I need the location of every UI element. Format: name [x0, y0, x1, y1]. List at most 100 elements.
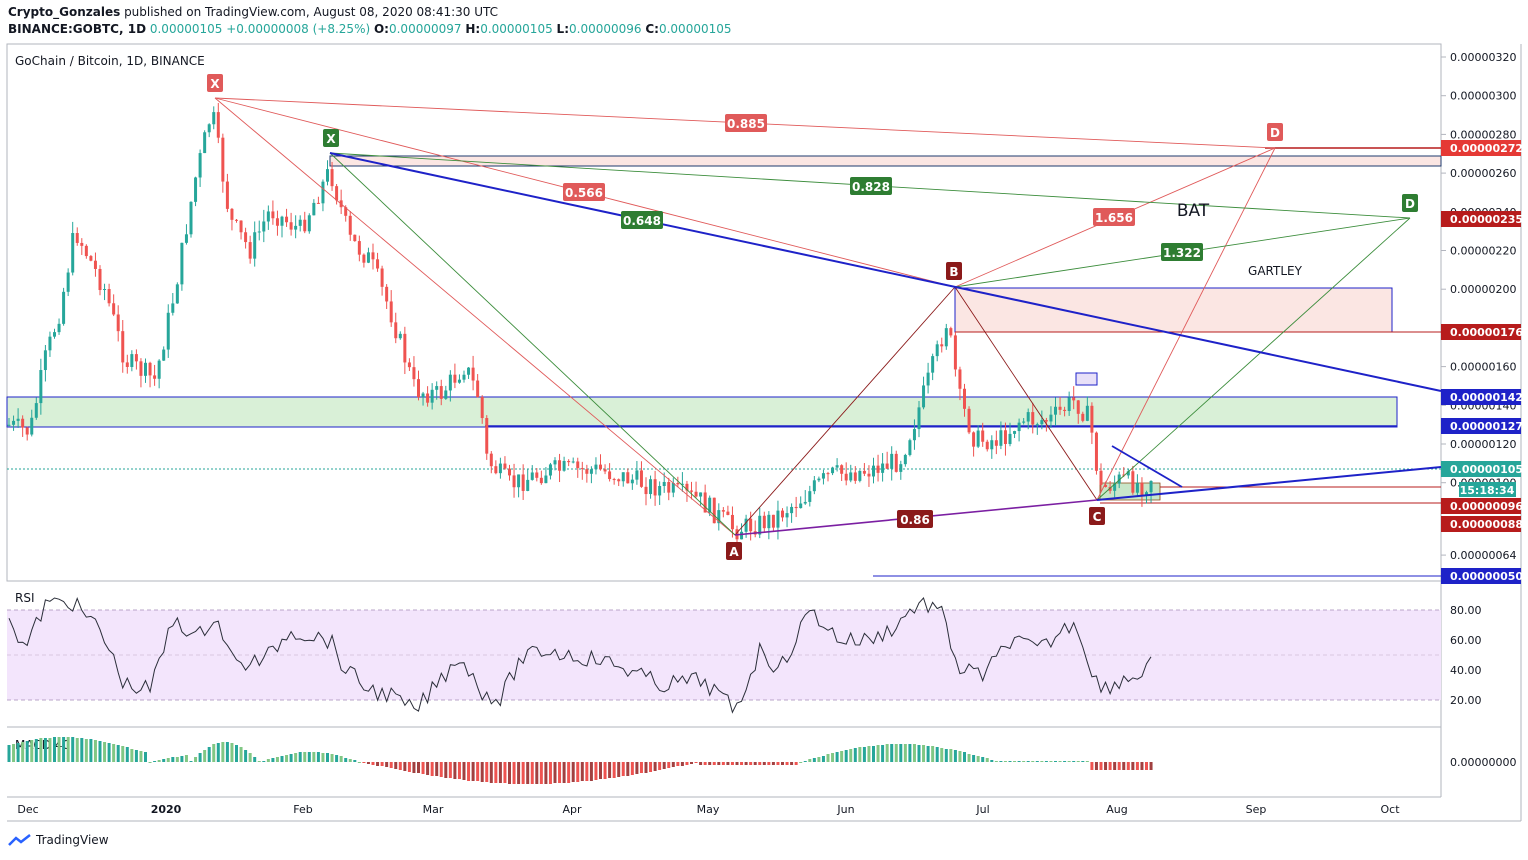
candle-body: [316, 202, 320, 204]
price-level-badge: [1441, 516, 1521, 532]
macd-bar: [316, 752, 320, 762]
macd-bar: [758, 762, 762, 765]
candle-body: [476, 380, 480, 398]
candle-body: [498, 463, 502, 474]
candle-body: [890, 453, 894, 469]
macd-bar: [1017, 761, 1021, 762]
low-value: 0.00000096: [569, 22, 642, 36]
macd-bar: [730, 762, 734, 765]
x-tick-label: Dec: [17, 803, 38, 816]
macd-bar: [403, 762, 407, 771]
macd-bar: [662, 762, 666, 769]
x-tick-label: Aug: [1106, 803, 1127, 816]
candle-body: [389, 301, 393, 323]
candle-body: [790, 506, 794, 514]
ratio-1322: [1161, 243, 1203, 261]
rsi-line: [8, 596, 1152, 714]
macd-bar: [985, 758, 989, 762]
candle-body: [248, 242, 252, 259]
macd-bar: [376, 762, 380, 766]
macd-bar: [448, 762, 452, 778]
y-tick-label: 0.00000220: [1450, 245, 1516, 258]
candle-body: [348, 215, 352, 235]
macd-bar: [790, 762, 794, 765]
candle-body: [1094, 432, 1098, 471]
candle-body: [417, 379, 420, 398]
price-level-label: 0.00000235: [1450, 213, 1523, 226]
candle-body: [25, 427, 29, 435]
candle-body: [1008, 433, 1012, 445]
candle-body: [558, 460, 562, 471]
label-c: C: [1093, 510, 1102, 524]
macd-bar: [198, 753, 202, 762]
candle-body: [16, 418, 20, 421]
macd-bar: [508, 762, 511, 784]
candle-body: [7, 424, 11, 426]
candle-body: [922, 385, 926, 408]
candle-body: [426, 393, 430, 403]
macd-bar: [694, 762, 698, 763]
candle-body: [1044, 420, 1048, 422]
last-price: 0.00000105: [149, 22, 223, 36]
candle-body: [571, 461, 575, 463]
candle-body: [457, 379, 461, 383]
macd-bar: [503, 762, 507, 783]
candle-body: [512, 475, 516, 488]
ratio-086: [897, 510, 933, 528]
candle-body: [721, 510, 725, 512]
author-name[interactable]: Crypto_Gonzales: [8, 5, 121, 19]
macd-bar: [326, 753, 329, 762]
candle-body: [881, 463, 885, 473]
candle-body: [262, 221, 266, 232]
macd-bar: [1035, 761, 1039, 762]
candle-body: [471, 367, 475, 381]
macd-bar: [749, 762, 753, 765]
rsi-tick-label: 40.00: [1450, 664, 1482, 677]
candle-body: [221, 137, 225, 182]
candle-body: [1063, 409, 1067, 412]
candle-body: [1081, 413, 1085, 421]
macd-bar: [785, 762, 789, 765]
macd-bar: [266, 759, 270, 762]
macd-bar: [576, 762, 580, 782]
candle-body: [831, 467, 835, 474]
macd-bar: [821, 756, 825, 762]
candle-body: [212, 112, 216, 125]
macd-bar: [621, 762, 625, 776]
macd-bar: [535, 762, 539, 784]
candle-body: [662, 482, 666, 487]
candle-body: [508, 468, 511, 476]
ratio-0566: 0.566: [565, 186, 603, 200]
macd-bar: [34, 739, 38, 762]
candle-body: [999, 430, 1003, 446]
candle-body: [949, 328, 953, 336]
candle-body: [712, 497, 716, 524]
candle-body: [157, 360, 161, 379]
macd-bar: [107, 743, 111, 762]
x-tick-label: Oct: [1380, 803, 1400, 816]
macd-bar: [1126, 762, 1130, 770]
tradingview-brand[interactable]: TradingView: [8, 833, 109, 847]
ohlc-legend: BINANCE:GOBTC, 1D 0.00000105 +0.00000008…: [8, 22, 732, 36]
candle-body: [803, 501, 807, 504]
rsi-axis: 80.00 60.00 40.00 20.00: [1450, 604, 1482, 707]
candle-body: [266, 211, 270, 222]
ratio-1322: 1.322: [1163, 246, 1201, 260]
macd-bar: [717, 762, 721, 765]
candle-body: [821, 473, 825, 479]
macd-bar: [1067, 761, 1071, 762]
candle-body: [903, 454, 907, 465]
macd-histogram: [7, 737, 1153, 784]
macd-bar: [944, 749, 948, 762]
macd-bar: [767, 762, 771, 765]
macd-bar: [253, 757, 257, 762]
macd-bar: [926, 746, 930, 762]
macd-bar: [344, 758, 348, 762]
macd-bar: [239, 747, 243, 762]
macd-bar: [244, 750, 248, 762]
macd-bar: [612, 762, 616, 778]
macd-bar: [43, 738, 47, 762]
ratio-0885: 0.885: [727, 117, 765, 131]
price-level-label: 0.00000105: [1450, 463, 1523, 476]
